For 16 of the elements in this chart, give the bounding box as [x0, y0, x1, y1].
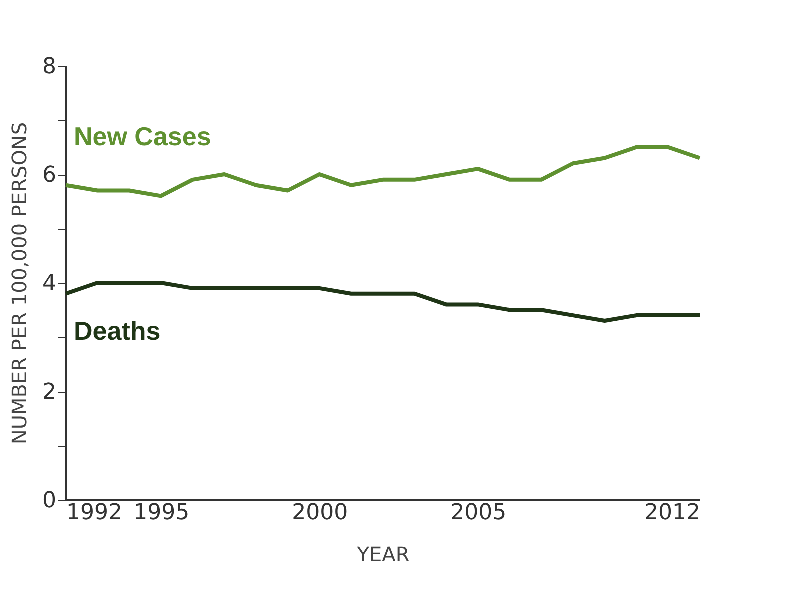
series-label: New Cases: [74, 121, 212, 152]
y-axis-title: NUMBER PER 100,000 PERSONS: [8, 122, 32, 445]
x-tick-label: 1992: [66, 500, 122, 526]
x-axis-title: YEAR: [356, 542, 410, 566]
y-tick-label: 4: [42, 272, 56, 296]
x-tick-label: 2000: [292, 500, 348, 526]
y-tick-label: 6: [42, 163, 56, 188]
x-tick-label: 2012: [644, 500, 700, 526]
series-label: Deaths: [74, 316, 161, 346]
y-tick-label: 0: [42, 488, 56, 514]
x-tick-label: 1995: [134, 500, 190, 526]
y-tick-label: 8: [42, 54, 56, 80]
line-series: [64, 281, 702, 323]
line-series: [64, 145, 702, 198]
x-tick-label: 2005: [450, 500, 507, 526]
y-tick-label: 2: [42, 380, 56, 405]
